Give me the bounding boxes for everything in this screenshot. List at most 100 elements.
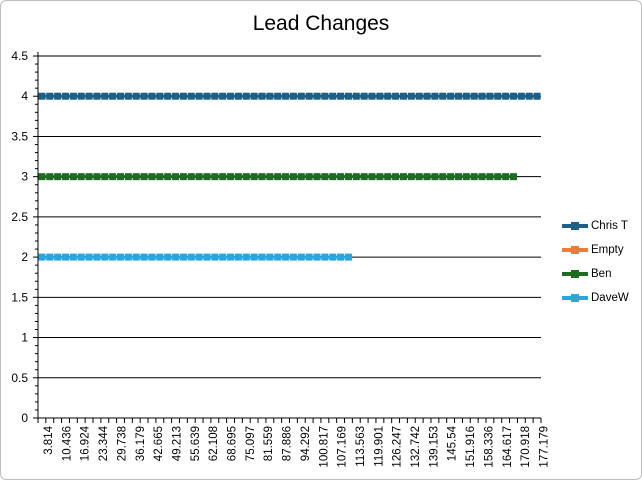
legend-swatch xyxy=(562,244,588,256)
data-point xyxy=(399,92,407,100)
data-point xyxy=(478,92,486,100)
data-point xyxy=(140,92,148,100)
data-point xyxy=(85,92,93,100)
data-point xyxy=(187,253,195,261)
data-point xyxy=(234,173,242,181)
data-point xyxy=(352,92,360,100)
data-point xyxy=(360,173,368,181)
data-point xyxy=(502,173,510,181)
data-point xyxy=(478,173,486,181)
data-point xyxy=(172,92,180,100)
data-point xyxy=(164,92,172,100)
y-tick-label: 1 xyxy=(21,331,28,345)
x-tick-label: 55.639 xyxy=(190,426,202,461)
data-point xyxy=(447,173,455,181)
data-point xyxy=(109,92,117,100)
data-point xyxy=(329,92,337,100)
data-point xyxy=(46,173,54,181)
data-point xyxy=(62,253,70,261)
y-tick-label: 4 xyxy=(21,89,28,103)
data-point xyxy=(329,173,337,181)
data-point xyxy=(266,253,274,261)
x-tick-label: 16.924 xyxy=(80,425,92,461)
data-point xyxy=(156,92,164,100)
data-point xyxy=(360,92,368,100)
data-point xyxy=(423,173,431,181)
data-point xyxy=(132,253,140,261)
data-point xyxy=(179,92,187,100)
data-point xyxy=(337,253,345,261)
data-point xyxy=(266,173,274,181)
x-tick-label: 158.336 xyxy=(483,426,495,468)
legend-label: Empty xyxy=(591,244,624,256)
data-point xyxy=(376,173,384,181)
data-point xyxy=(392,173,400,181)
data-point xyxy=(250,173,258,181)
data-point xyxy=(454,92,462,100)
data-point xyxy=(62,173,70,181)
legend-entry: Ben xyxy=(562,262,638,286)
legend-swatch xyxy=(562,268,588,280)
data-point xyxy=(321,92,329,100)
data-point xyxy=(439,173,447,181)
data-point xyxy=(140,253,148,261)
x-tick-label: 177.179 xyxy=(538,426,550,468)
data-point xyxy=(140,173,148,181)
data-point xyxy=(407,173,415,181)
data-point xyxy=(250,92,258,100)
data-point xyxy=(69,253,77,261)
legend-swatch xyxy=(562,292,588,304)
x-tick-label: 42.665 xyxy=(153,426,165,461)
x-tick-label: 113.563 xyxy=(355,426,367,467)
data-point xyxy=(423,92,431,100)
data-point xyxy=(54,253,62,261)
x-tick-label: 94.292 xyxy=(300,426,312,461)
data-point xyxy=(502,92,510,100)
x-tick-label: 132.742 xyxy=(410,426,422,468)
data-point xyxy=(54,92,62,100)
x-tick-label: 145.54 xyxy=(447,425,459,461)
data-point xyxy=(124,253,132,261)
data-point xyxy=(69,173,77,181)
data-point xyxy=(258,92,266,100)
data-point xyxy=(352,173,360,181)
legend-label: Chris T xyxy=(591,220,628,232)
data-point xyxy=(368,173,376,181)
data-point xyxy=(93,253,101,261)
data-point xyxy=(305,253,313,261)
data-point xyxy=(337,173,345,181)
data-point xyxy=(392,92,400,100)
data-point xyxy=(509,173,517,181)
data-point xyxy=(46,253,54,261)
legend-label: DaveW xyxy=(591,292,629,304)
data-point xyxy=(297,92,305,100)
data-point xyxy=(234,92,242,100)
legend-entry: Chris T xyxy=(562,214,638,238)
data-point xyxy=(211,253,219,261)
data-point xyxy=(77,92,85,100)
data-point xyxy=(344,173,352,181)
x-tick-label: 119.901 xyxy=(373,426,385,467)
data-point xyxy=(187,173,195,181)
legend-label: Ben xyxy=(591,268,612,280)
data-point xyxy=(148,253,156,261)
x-tick-label: 100.817 xyxy=(318,426,330,468)
data-point xyxy=(117,173,125,181)
data-point xyxy=(148,173,156,181)
data-point xyxy=(109,173,117,181)
y-tick-label: 3.5 xyxy=(11,129,28,143)
data-point xyxy=(203,92,211,100)
data-point xyxy=(38,253,46,261)
data-point xyxy=(101,173,109,181)
data-point xyxy=(156,253,164,261)
data-point xyxy=(305,173,313,181)
data-point xyxy=(321,173,329,181)
data-point xyxy=(195,253,203,261)
data-point xyxy=(179,173,187,181)
data-point xyxy=(93,92,101,100)
x-tick-label: 23.344 xyxy=(98,425,110,461)
legend-entry: Empty xyxy=(562,238,638,262)
data-point xyxy=(258,173,266,181)
